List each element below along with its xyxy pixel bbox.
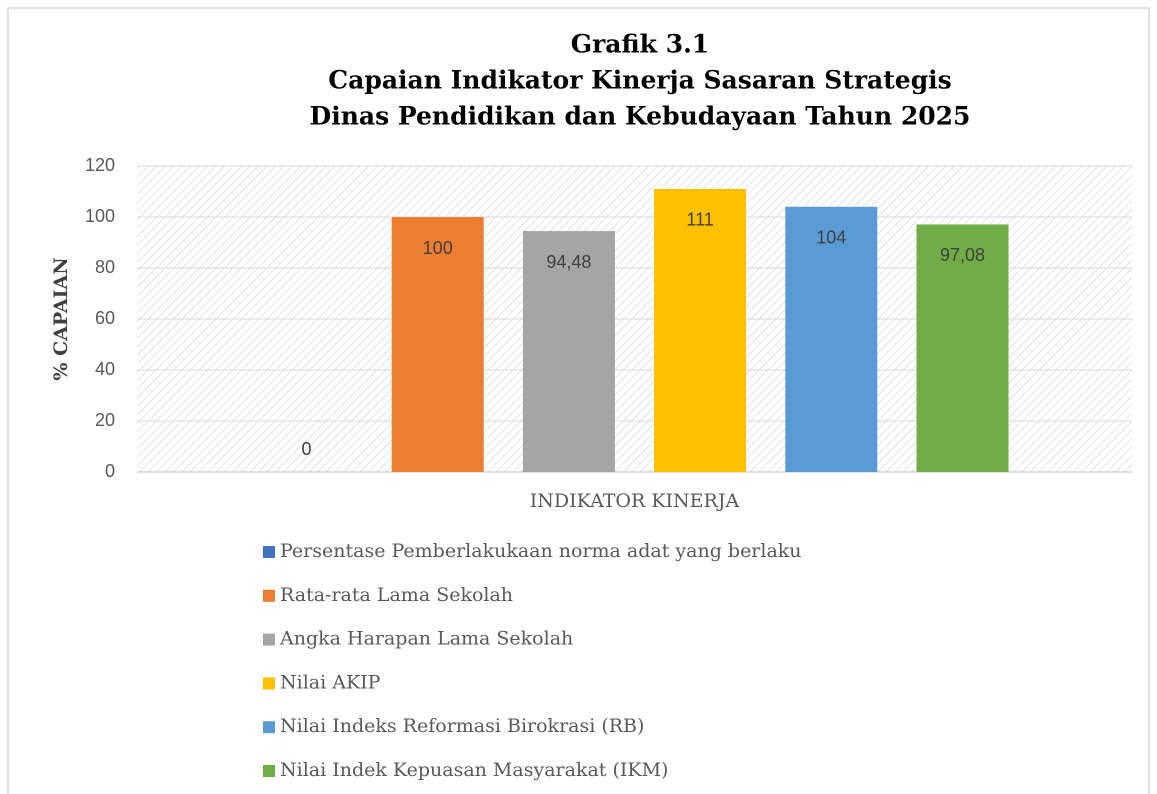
legend-swatch [263,546,275,558]
x-tick-label: INDIKATOR KINERJA [530,490,740,512]
chart-title: Capaian Indikator Kinerja Sasaran Strate… [328,66,952,95]
bar [522,231,615,472]
legend-label: Nilai Indek Kepuasan Masyarakat (IKM) [280,759,668,781]
legend-swatch [263,677,275,690]
chart-title: Grafik 3.1 [571,30,709,59]
data-label: 97,08 [940,245,985,265]
legend-label: Nilai Indeks Reformasi Birokrasi (RB) [280,715,644,737]
chart-title: Dinas Pendidikan dan Kebudayaan Tahun 20… [310,102,971,131]
bar [654,188,747,472]
data-label: 94,48 [546,252,591,272]
bar [391,217,484,472]
data-label: 104 [816,228,846,248]
legend-swatch [263,721,275,734]
data-label: 100 [423,238,453,258]
legend-swatch [263,765,275,777]
legend-swatch [263,589,275,602]
legend-label: Rata-rata Lama Sekolah [280,584,513,606]
y-axis-label: % CAPAIAN [50,257,72,380]
data-label: 111 [686,210,713,230]
bar [785,206,878,473]
legend-label: Nilai AKIP [280,671,381,693]
legend-label: Persentase Pemberlakukaan norma adat yan… [280,540,802,562]
y-tick-label: 120 [85,155,115,175]
y-tick-label: 60 [95,308,115,328]
legend-swatch [263,633,275,646]
y-tick-label: 40 [95,359,115,379]
legend-label: Angka Harapan Lama Sekolah [279,628,573,650]
y-tick-label: 0 [105,461,115,481]
y-tick-label: 80 [95,257,115,277]
y-tick-label: 100 [85,206,115,226]
data-label: 0 [301,439,311,459]
bar [916,224,1009,472]
y-tick-label: 20 [95,410,115,430]
